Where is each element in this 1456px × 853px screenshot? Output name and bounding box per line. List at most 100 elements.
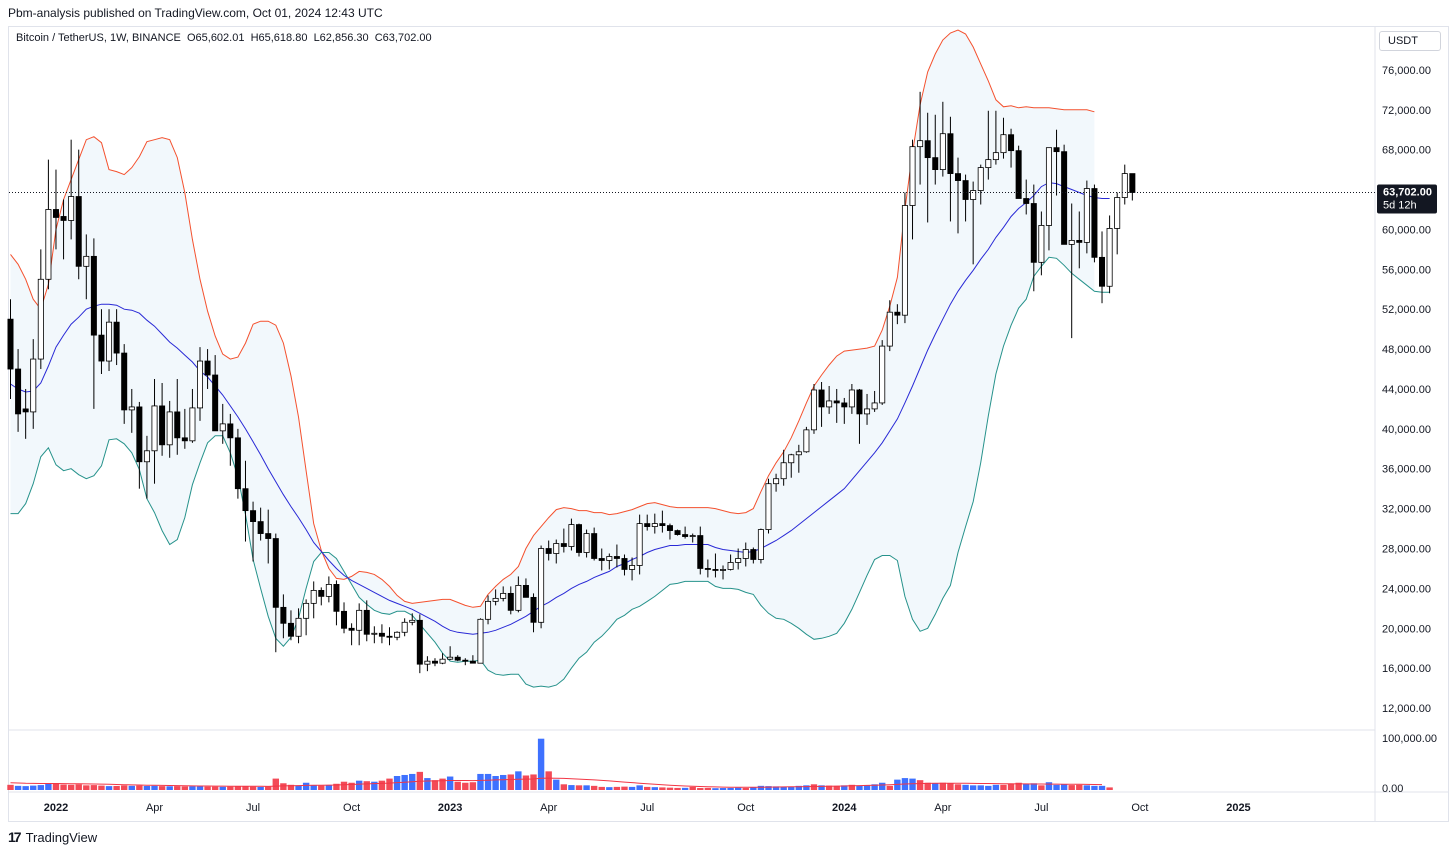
candle-body	[341, 610, 348, 629]
volume-bar	[1106, 787, 1113, 790]
time-tick-label: Apr	[934, 802, 951, 814]
candle	[583, 529, 590, 558]
volume-bar	[833, 785, 840, 790]
candle	[15, 349, 22, 432]
volume-bar	[803, 785, 810, 790]
candle-body	[689, 535, 696, 537]
candle	[333, 580, 340, 626]
lower-band-line	[10, 256, 1110, 688]
candle-body	[507, 592, 514, 611]
price-axis[interactable]: 76,000.0072,000.0068,000.0064,000.0060,0…	[1382, 65, 1431, 715]
candle	[363, 600, 370, 642]
candle	[1091, 184, 1098, 263]
candle-body	[1038, 225, 1045, 263]
candle-body	[227, 423, 234, 439]
volume-bar	[992, 784, 1000, 790]
candle-body	[765, 483, 772, 530]
candle	[735, 548, 742, 570]
time-tick-label: 2023	[438, 802, 462, 814]
volume-bar	[1076, 784, 1083, 790]
time-tick-label: Jul	[246, 802, 260, 814]
candle-body	[659, 523, 666, 526]
candle	[394, 631, 401, 641]
candle-body	[485, 600, 492, 620]
candle-body	[378, 632, 385, 637]
volume-bar	[166, 786, 173, 790]
candle-body	[1121, 173, 1128, 198]
candle-body	[947, 133, 954, 174]
candle	[469, 655, 476, 664]
candle	[606, 553, 613, 570]
candle-body	[166, 411, 173, 446]
volume-bar	[83, 785, 90, 790]
candle	[409, 613, 416, 626]
candle	[939, 101, 946, 177]
candle	[1023, 179, 1030, 215]
candle	[720, 565, 727, 580]
time-tick-label: Apr	[540, 802, 557, 814]
volume-bar	[90, 785, 98, 790]
candle-body	[333, 584, 340, 612]
candle-body	[45, 209, 52, 280]
candle	[204, 349, 211, 389]
currency-selector[interactable]: USDT	[1379, 31, 1441, 51]
volume-bar	[1083, 785, 1091, 790]
time-axis[interactable]: Oct2022AprJulOct2023AprJulOct2024AprJulO…	[0, 802, 1251, 814]
volume-bar	[1030, 783, 1037, 790]
price-tick-label: 56,000.00	[1382, 264, 1431, 276]
candle	[697, 526, 704, 575]
candle-body	[757, 529, 764, 560]
volume-bar	[780, 786, 787, 790]
price-tick-label: 28,000.00	[1382, 544, 1431, 556]
volume-bar	[1038, 785, 1045, 790]
candle-body	[143, 450, 150, 463]
tradingview-logo[interactable]: 17 TradingView	[8, 829, 97, 845]
candle	[196, 347, 203, 421]
candle	[598, 548, 605, 571]
time-tick-label: Jul	[640, 802, 654, 814]
candle-body	[394, 631, 401, 638]
candle-body	[962, 180, 969, 200]
candle-body	[1083, 188, 1090, 243]
chart-frame	[8, 26, 1449, 822]
volume-bar	[484, 773, 492, 790]
candle-body	[515, 585, 522, 611]
candle-body	[60, 216, 67, 221]
candle	[371, 626, 378, 644]
candle-body	[864, 408, 871, 415]
candle	[591, 527, 598, 561]
candle	[886, 300, 893, 352]
price-tick-label: 48,000.00	[1382, 344, 1431, 356]
price-tick-label: 40,000.00	[1382, 424, 1431, 436]
symbol-legend[interactable]: Bitcoin / TetherUS, 1W, BINANCE O65,602.…	[16, 32, 432, 44]
candle-body	[52, 209, 59, 218]
candle	[970, 181, 977, 265]
candle-body	[629, 565, 636, 570]
volume-bar	[325, 785, 333, 790]
volume-bar	[697, 788, 704, 790]
volume-bar	[128, 785, 135, 790]
volume-bar	[818, 785, 825, 790]
volume-bar	[14, 785, 22, 790]
volume-bar	[863, 785, 871, 790]
candle	[522, 578, 529, 598]
candle	[803, 426, 810, 453]
candle	[924, 112, 931, 223]
candle-body	[204, 360, 211, 376]
candle	[1121, 164, 1128, 205]
candle-body	[424, 660, 431, 665]
volume-bar	[272, 778, 279, 790]
volume-bar	[712, 788, 719, 790]
candle	[704, 559, 711, 578]
volume-bar	[886, 785, 893, 790]
price-tick-label: 76,000.00	[1382, 65, 1431, 77]
volume-bar	[727, 787, 734, 790]
candle	[1000, 117, 1007, 159]
candle	[613, 544, 620, 568]
candle-body	[810, 389, 817, 431]
volume-bar	[242, 786, 249, 790]
candle-body	[30, 358, 37, 413]
candle-body	[219, 423, 226, 432]
price-tick-label: 52,000.00	[1382, 304, 1431, 316]
